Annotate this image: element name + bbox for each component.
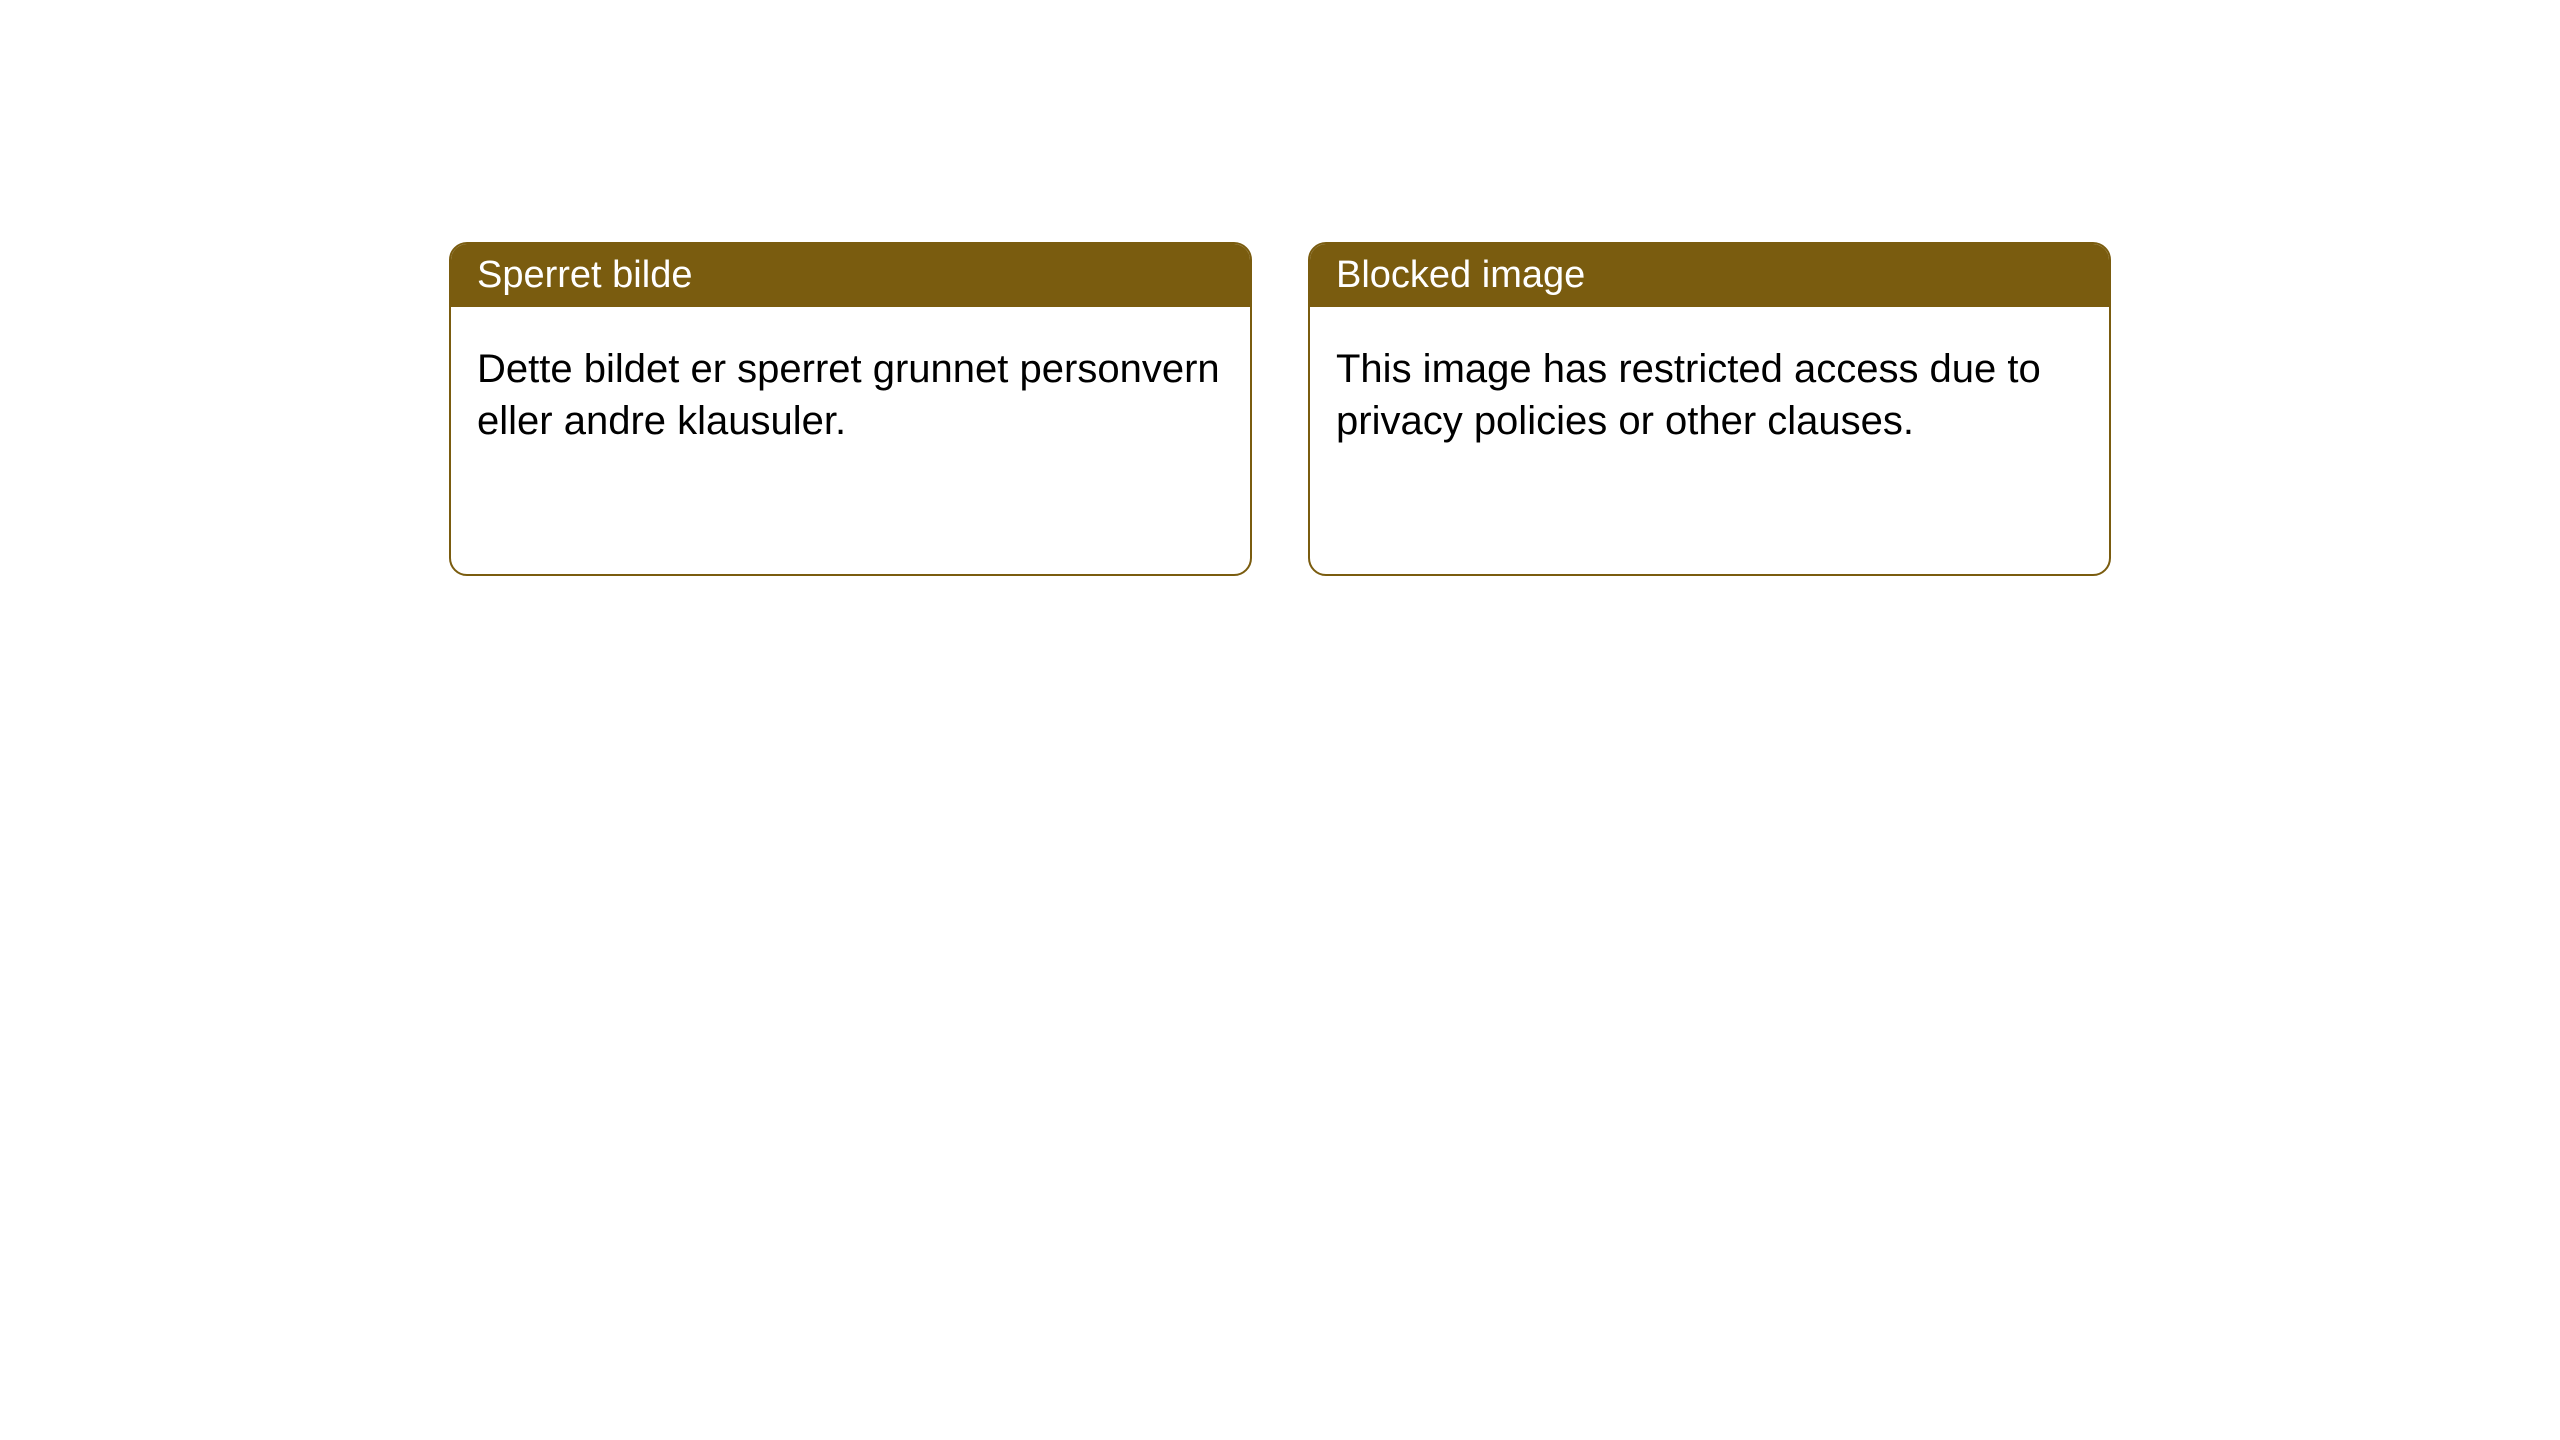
notice-card-english: Blocked image This image has restricted … [1308,242,2111,576]
notice-card-header: Sperret bilde [451,244,1250,307]
notice-card-norwegian: Sperret bilde Dette bildet er sperret gr… [449,242,1252,576]
notice-card-message: Dette bildet er sperret grunnet personve… [477,347,1220,443]
notice-card-title: Blocked image [1336,254,1585,296]
notice-card-header: Blocked image [1310,244,2109,307]
notice-card-message: This image has restricted access due to … [1336,347,2041,443]
notice-card-body: This image has restricted access due to … [1310,307,2109,483]
notice-card-body: Dette bildet er sperret grunnet personve… [451,307,1250,483]
notice-cards-container: Sperret bilde Dette bildet er sperret gr… [0,0,2560,576]
notice-card-title: Sperret bilde [477,254,692,296]
